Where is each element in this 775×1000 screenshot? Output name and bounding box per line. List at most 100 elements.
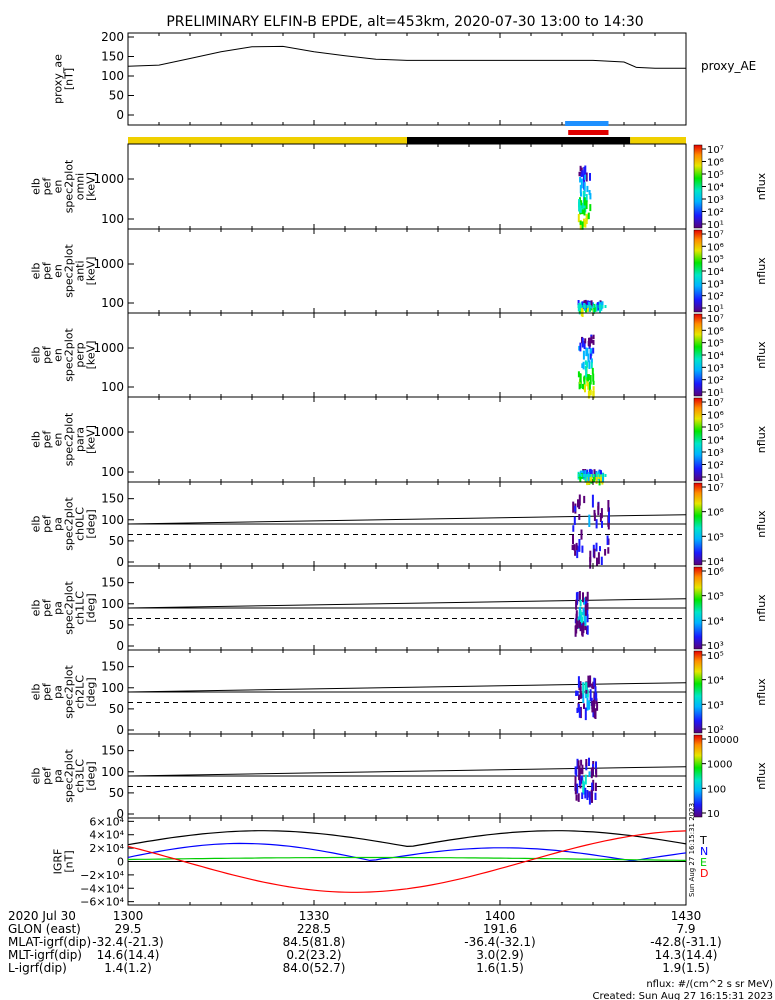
colorbar-tick-label: 10³ <box>707 700 724 711</box>
pitch-angle-pixel <box>593 699 595 712</box>
pitch-angle-pixel <box>592 779 595 791</box>
colorbar-label-group: nflux <box>755 425 768 453</box>
y-axis-label-line: pa <box>52 601 65 615</box>
pitch-angle-pixel <box>578 694 580 700</box>
spectrogram-pixel <box>598 474 601 477</box>
y-tick-label: 100 <box>101 465 124 479</box>
spectrogram-pixel <box>586 347 589 357</box>
colorbar-tick-label: 10³ <box>707 363 724 374</box>
spectrogram-pixel <box>592 474 595 477</box>
colorbar-label-group: nflux <box>755 762 768 790</box>
y-tick-label: −2×10⁴ <box>80 869 124 882</box>
pitch-angle-pixel <box>571 544 574 550</box>
spectrogram-pixel <box>577 305 580 308</box>
y-axis-label-line: [keV] <box>85 341 98 370</box>
en_para-frame <box>127 396 687 483</box>
colorbar-tick-label: 10⁴ <box>707 436 724 447</box>
pitch-angle-pixel <box>586 790 589 800</box>
pitch-angle-pixel <box>579 686 582 699</box>
y-tick-label: −6×10⁴ <box>80 896 124 909</box>
y-axis-label-line: elb <box>30 263 43 280</box>
spectrogram-pixel <box>601 301 604 307</box>
pitch-angle-pixel <box>575 624 578 634</box>
pitch-angle-pixel <box>588 701 591 710</box>
pitch-angle-pixel <box>586 625 589 635</box>
pitch-angle-pixel <box>580 775 583 784</box>
spectrogram-pixel <box>582 361 585 370</box>
igrf-down-line <box>127 830 687 893</box>
pitch-angle-pixel <box>578 612 581 620</box>
pitch-angle-pixel <box>596 702 599 711</box>
pitch-angle-pixel <box>577 760 580 770</box>
pitch-angle-pixel <box>574 550 577 556</box>
spectrogram-pixel <box>579 220 582 225</box>
y-tick-label: 100 <box>101 212 124 226</box>
proxy-ae-frame <box>127 32 687 126</box>
colorbar-tick-label: 10⁵ <box>707 651 724 662</box>
spectrogram-pixel <box>601 472 604 482</box>
spectrogram-pixel <box>589 348 592 354</box>
pitch-angle-pixel <box>595 542 598 552</box>
y-tick-label: 0 <box>116 723 124 737</box>
y-tick-label: 50 <box>109 534 124 548</box>
pitch-angle-pixel <box>586 614 589 623</box>
colorbar-tick-label: 10⁴ <box>707 351 724 362</box>
pitch-angle-pixel <box>588 771 591 777</box>
y-axis-label-line: spec2plot <box>63 749 76 803</box>
pitch-angle-pixel <box>578 539 581 552</box>
spectrogram-pixel <box>593 474 596 483</box>
pitch-angle-pixel <box>572 501 575 513</box>
pitch-angle-pixel <box>597 552 600 565</box>
x-tick-value: 7.9 <box>676 922 695 936</box>
spectrogram-pixel <box>593 469 596 477</box>
y-axis-label-line: ch1LC <box>74 591 87 625</box>
spectrogram-pixel <box>579 176 582 183</box>
spectrogram-pixel <box>581 363 584 368</box>
pitch-angle-pixel <box>581 545 584 553</box>
spectrogram-pixel <box>586 361 589 368</box>
spectrogram-pixel <box>595 475 598 484</box>
y-tick-label: 50 <box>109 89 124 103</box>
y-tick-label: 100 <box>101 380 124 394</box>
y-axis-label-line: pef <box>41 345 54 364</box>
y-tick-label: 0 <box>116 108 124 122</box>
spectrogram-pixel <box>589 375 592 385</box>
spectrogram-pixel <box>583 305 586 308</box>
spectrogram-pixel <box>578 171 581 177</box>
spectrogram-pixel <box>584 384 586 393</box>
y-tick-label: 4×10⁴ <box>89 829 124 842</box>
pitch-angle-pixel <box>582 780 585 793</box>
colorbar-label: nflux <box>755 425 768 453</box>
en_perp-frame <box>127 312 687 398</box>
colorbar-tick-label: 10³ <box>707 448 724 459</box>
spectrogram-pixel <box>582 350 585 360</box>
spectrogram-pixel <box>588 381 591 391</box>
igrf-legend-entry: N <box>700 845 708 858</box>
pitch-angle-pixel <box>586 697 589 711</box>
colorbar-tick-label: 10³ <box>707 279 724 290</box>
colorbar-tick-label: 10⁷ <box>707 145 724 156</box>
y-axis-label-line: [deg] <box>85 509 98 538</box>
y-tick-label: 0 <box>116 807 124 821</box>
pitch-angle-pixel <box>579 599 582 607</box>
colorbar-tick-label: 10² <box>707 725 724 736</box>
spectrogram-pixel <box>589 475 592 481</box>
spectrogram-pixel <box>591 367 594 375</box>
y-tick-label: 2×10⁴ <box>89 842 124 855</box>
colorbar-tick-label: 10⁵ <box>707 532 724 543</box>
pitch-angle-pixel <box>588 514 591 527</box>
spectrogram-pixel <box>595 304 598 312</box>
spectrogram-pixel <box>589 474 592 477</box>
colorbar-tick-label: 1000 <box>707 760 732 771</box>
spectrogram-pixel <box>590 300 593 307</box>
spectrogram-pixel <box>582 383 584 389</box>
spectrogram-pixel <box>585 218 588 223</box>
colorbar-label: nflux <box>755 257 768 285</box>
y-axis-label-line: en <box>52 264 65 278</box>
spectrogram-pixel <box>588 360 591 369</box>
pitch-angle-pixel <box>576 545 579 559</box>
pitch-angle-pixel <box>578 767 581 781</box>
proxy-ae-ylabel: proxy_ae[nT] <box>52 54 76 104</box>
pitch-angle-pixel <box>586 602 589 611</box>
